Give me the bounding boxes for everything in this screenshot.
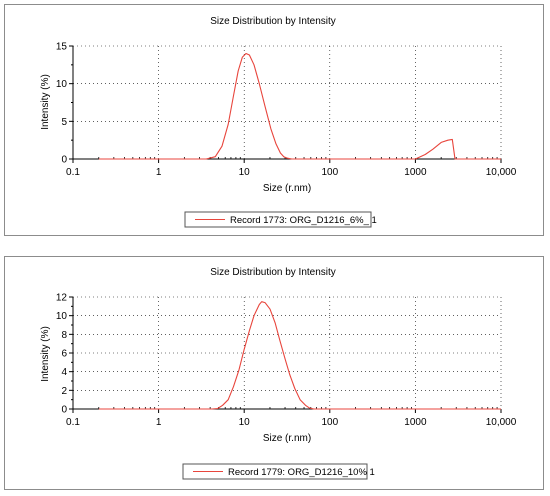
chart-title: Size Distribution by Intensity bbox=[210, 16, 336, 27]
y-axis-label: Intensity (%) bbox=[40, 74, 51, 130]
x-axis-label: Size (r.nm) bbox=[263, 183, 311, 194]
size-distribution-chart-1: Size Distribution by Intensity Size (r.n… bbox=[40, 16, 517, 228]
x-tick-label: 1000 bbox=[404, 417, 427, 428]
size-distribution-chart-2: Size Distribution by Intensity Size (r.n… bbox=[40, 267, 517, 480]
y-tick-label: 0 bbox=[61, 155, 67, 166]
y-tick-label: 2 bbox=[61, 386, 67, 397]
legend: Record 1773: ORG_D1216_6%_ 1 bbox=[184, 211, 377, 228]
y-tick-label: 12 bbox=[56, 293, 68, 304]
y-tick-label: 10 bbox=[56, 311, 68, 322]
y-tick-label: 6 bbox=[61, 349, 67, 360]
x-tick-label: 1000 bbox=[404, 167, 427, 178]
legend: Record 1779: ORG_D1216_10% 1 bbox=[182, 463, 375, 480]
legend-box bbox=[182, 463, 368, 480]
x-tick-label: 10,000 bbox=[486, 167, 517, 178]
y-tick-label: 8 bbox=[61, 330, 67, 341]
x-tick-label: 0.1 bbox=[66, 167, 80, 178]
legend-label: Record 1779: ORG_D1216_10% 1 bbox=[228, 467, 375, 478]
x-tick-label: 10 bbox=[239, 417, 251, 428]
chart-panel-1: Size Distribution by Intensity Size (r.n… bbox=[4, 4, 544, 236]
y-tick-label: 4 bbox=[61, 367, 67, 378]
x-tick-label: 10 bbox=[239, 167, 251, 178]
x-tick-label: 1 bbox=[156, 167, 162, 178]
x-tick-label: 0.1 bbox=[66, 417, 80, 428]
y-axis-label: Intensity (%) bbox=[40, 326, 51, 382]
x-axis-label: Size (r.nm) bbox=[263, 433, 311, 444]
series-line bbox=[98, 52, 501, 160]
series-line bbox=[98, 301, 501, 410]
legend-box bbox=[184, 211, 372, 228]
chart-panel-2: Size Distribution by Intensity Size (r.n… bbox=[4, 256, 544, 490]
y-tick-label: 5 bbox=[61, 117, 67, 128]
y-tick-label: 0 bbox=[61, 405, 67, 416]
legend-label: Record 1773: ORG_D1216_6%_ 1 bbox=[230, 215, 377, 226]
x-tick-label: 10,000 bbox=[486, 417, 517, 428]
y-tick-label: 10 bbox=[56, 79, 68, 90]
x-tick-label: 100 bbox=[321, 167, 338, 178]
x-tick-label: 1 bbox=[156, 417, 162, 428]
chart-title: Size Distribution by Intensity bbox=[210, 267, 336, 278]
x-tick-label: 100 bbox=[321, 417, 338, 428]
y-tick-label: 15 bbox=[56, 42, 68, 53]
